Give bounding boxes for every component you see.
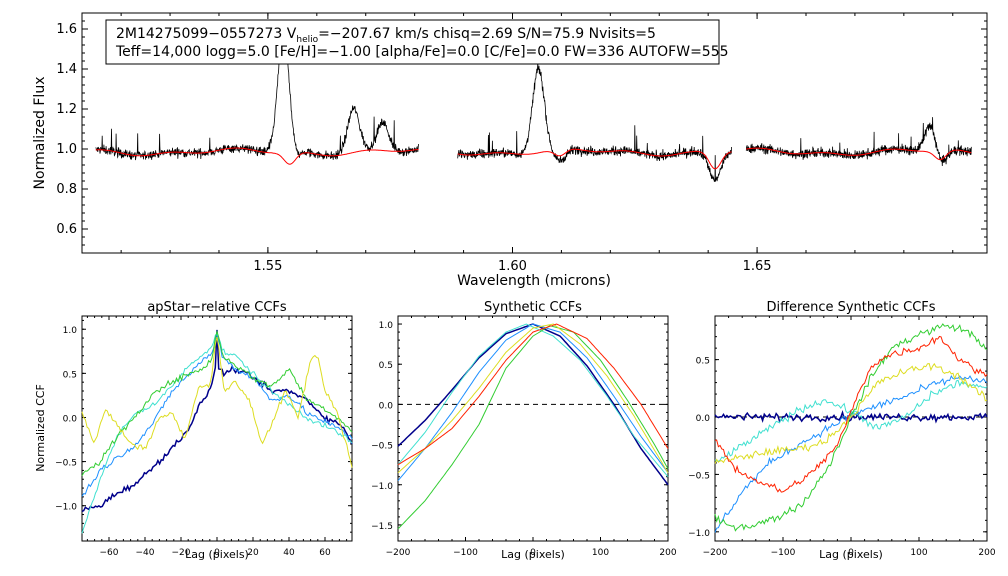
apstar-series-visit-5 <box>81 336 353 468</box>
difference-ytick-label: 0.5 <box>696 357 710 367</box>
synthetic-ytick-label: −0.5 <box>371 442 393 452</box>
apstar-xtick-label: −20 <box>172 548 191 558</box>
difference-series-visit-3 <box>714 379 988 462</box>
spectrum-model-chip-2 <box>457 148 732 170</box>
synthetic-ccf-panel: −200 −100 0 100 200 −1.5 −1.0 −0.5 0.0 0.5 1.0 Syn… <box>371 300 677 561</box>
difference-series-visit-5 <box>714 362 988 464</box>
difference-series-visit-4 <box>714 323 988 532</box>
apstar-xtick-label: 0 <box>214 548 220 558</box>
synthetic-xtick-label: 100 <box>592 548 609 558</box>
spectrum-xlabel: Wavelength (microns) <box>457 273 611 289</box>
difference-series-visit-6 <box>714 335 988 493</box>
apstar-ytick-label: 0.0 <box>63 414 78 424</box>
difference-xtick-label: −100 <box>771 548 796 558</box>
spectrum-model-chip-1 <box>95 147 419 165</box>
annotation-line-1: 2M14275099−0557273 Vhelio=−207.67 km/s c… <box>116 26 656 45</box>
spectrum-ytick-label: 1.4 <box>56 62 77 77</box>
synthetic-xlabel: Lag (pixels) <box>501 548 565 561</box>
spectrum-ytick-label: 0.8 <box>56 182 77 197</box>
synthetic-frame <box>397 315 669 542</box>
synthetic-series-visit-5 <box>397 323 669 474</box>
annotation-line-2: Teff=14,000 logg=5.0 [Fe/H]=−1.00 [alpha… <box>115 44 729 60</box>
difference-series-visit-1 <box>714 410 988 424</box>
difference-xlabel: Lag (pixels) <box>819 548 883 561</box>
synthetic-xtick-label: −100 <box>453 548 478 558</box>
difference-series-visit-2 <box>714 375 988 533</box>
synthetic-xtick-label: 200 <box>659 548 676 558</box>
spectrum-xtick-label: 1.65 <box>743 259 772 274</box>
spectrum-ytick-label: 1.0 <box>56 142 77 157</box>
spectrum-observed-chip-2 <box>457 62 732 182</box>
difference-xtick-label: 0 <box>848 548 854 558</box>
difference-xtick-label: −200 <box>703 548 728 558</box>
difference-frame <box>714 315 988 542</box>
synthetic-ytick-label: 1.0 <box>379 321 394 331</box>
apstar-ccf-panel: −60 −40 −20 0 20 40 60 −1.0 −0.5 0.0 0.5 1.0 apStar… <box>34 300 353 561</box>
synthetic-ytick-label: 0.0 <box>379 401 394 411</box>
apstar-xlabel: Lag (pixels) <box>185 548 249 561</box>
synthetic-xtick-label: 0 <box>530 548 536 558</box>
difference-ytick-label: −0.5 <box>688 471 710 481</box>
apstar-ytick-label: 0.5 <box>63 370 77 380</box>
synthetic-xtick-label: −200 <box>386 548 411 558</box>
spectrum-model-chip-3 <box>746 147 972 161</box>
synthetic-series-visit-4 <box>397 325 669 530</box>
spectrum-ytick-label: 0.6 <box>56 222 77 237</box>
apstar-xtick-label: −60 <box>100 548 119 558</box>
difference-ytick-label: −1.0 <box>688 529 710 539</box>
synthetic-ytick-label: 0.5 <box>379 361 393 371</box>
difference-xtick-label: 200 <box>978 548 995 558</box>
synthetic-ytick-label: −1.5 <box>371 522 393 532</box>
apstar-series-visit-3 <box>81 332 353 534</box>
synthetic-ytick-label: −1.0 <box>371 482 393 492</box>
annotation-star: 2M14275099−0557273 V <box>116 26 297 42</box>
apstar-xtick-label: 20 <box>247 548 259 558</box>
spectrum-ylabel: Normalized Flux <box>32 77 48 190</box>
synthetic-series-visit-6 <box>397 323 669 466</box>
apstar-series-visit-2 <box>81 331 353 497</box>
difference-ytick-label: 0.0 <box>696 414 711 424</box>
spectrum-ytick-label: 1.6 <box>56 22 77 37</box>
apstar-xtick-label: 40 <box>283 548 295 558</box>
spectrum-panel: 1.55 1.60 1.65 0.6 0.8 1.0 1.2 1.4 1.6 2M1427509… <box>32 12 988 289</box>
synthetic-title: Synthetic CCFs <box>484 300 582 315</box>
annotation-subscript: helio <box>296 35 318 45</box>
annotation-values: =−207.67 km/s chisq=2.69 S/N=75.9 Nvisit… <box>318 26 656 42</box>
apstar-ytick-label: −0.5 <box>55 459 77 469</box>
difference-ccf-panel: −200 −100 0 100 200 −1.0 −0.5 0.0 0.5 Difference… <box>688 300 996 561</box>
spectrum-xtick-label: 1.55 <box>253 259 282 274</box>
apstar-xtick-label: 60 <box>319 548 331 558</box>
annotation-box <box>105 19 720 65</box>
apstar-ytick-label: 1.0 <box>63 326 78 336</box>
apstar-series-visit-4 <box>81 329 353 476</box>
spectrum-ytick-label: 1.2 <box>56 102 77 117</box>
difference-title: Difference Synthetic CCFs <box>766 300 935 315</box>
apstar-ytick-label: −1.0 <box>55 503 77 513</box>
apstar-ylabel: Normalized CCF <box>34 384 47 472</box>
apstar-title: apStar−relative CCFs <box>147 300 287 315</box>
difference-xtick-label: 100 <box>910 548 927 558</box>
spectrum-observed-chip-3 <box>745 117 972 167</box>
synthetic-series-visit-3 <box>397 323 669 478</box>
synthetic-series-visit-2 <box>397 323 669 482</box>
apstar-xtick-label: −40 <box>136 548 155 558</box>
spectrum-xtick-label: 1.60 <box>498 259 527 274</box>
